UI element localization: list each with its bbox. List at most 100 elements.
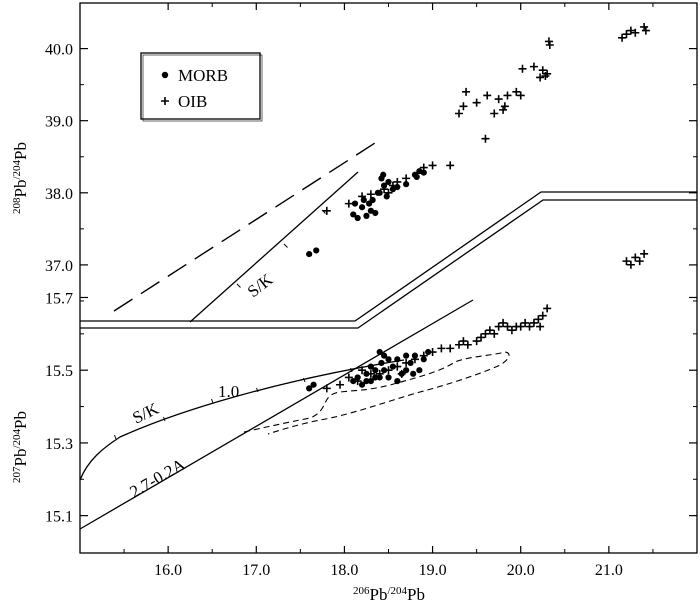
x-tick-label-3: 19.0	[419, 562, 447, 579]
upper-dashed-line	[113, 142, 376, 312]
upper-oib-point-15	[472, 98, 481, 107]
lower-morb-point-24	[403, 352, 410, 359]
x-tick-label-4: 20.0	[507, 562, 535, 579]
lower-1-0-annotation: 1.0	[218, 382, 239, 401]
upper-oib-point-26	[529, 62, 538, 71]
lower-morb-point-13	[394, 356, 401, 363]
upper-oib-point-25	[518, 64, 527, 73]
lower-oib-point-39	[631, 253, 640, 262]
lower-oib-point-30	[521, 318, 530, 327]
lower-oib-point-15	[446, 344, 455, 353]
sk-tick-4	[256, 387, 259, 393]
lower-morb-point-15	[403, 367, 410, 374]
lower-oib-point-31	[525, 322, 534, 331]
upper-oib-point-33	[618, 33, 627, 42]
upper-oib-point-17	[483, 91, 492, 100]
upper-y-axis-title: 208Pb/204Pb	[11, 142, 30, 214]
upper-oib-point-9	[419, 163, 428, 172]
lower-morb-point-18	[416, 367, 423, 374]
marks-layer: 16.0 17.0 18.0 19.0 20.0 21.0 37.0 38.0 39.0 40.0…	[45, 3, 697, 579]
upper-morb-point-3	[354, 214, 361, 222]
upper-morb-point-7	[372, 209, 379, 217]
lower-oib-point-8	[393, 362, 402, 371]
upper-y-tick-label-3: 40.0	[45, 42, 73, 59]
lower-oib-point-21	[481, 329, 490, 338]
upper-oib-point-2	[358, 192, 367, 201]
x-tick-label-2: 18.0	[330, 562, 358, 579]
upper-sk-evolution-line	[189, 171, 359, 323]
upper-sk-tick-1	[236, 283, 241, 288]
lower-oib-point-5	[366, 369, 375, 378]
lower-oib-point-33	[534, 315, 543, 324]
lower-morb-point-22	[380, 352, 388, 359]
x-tick-label-5: 21.0	[595, 562, 623, 579]
upper-morb-point-8	[351, 200, 359, 207]
lower-morb-point-1	[310, 381, 317, 388]
lower-y-tick-label-1: 15.3	[45, 436, 73, 453]
upper-oib-point-5	[388, 181, 397, 190]
lower-oib-point-19	[472, 337, 481, 346]
lower-oib-point-32	[529, 318, 538, 327]
upper-oib-point-27	[536, 73, 545, 82]
legend-box-shadow	[142, 54, 263, 122]
geochron-line-2-7-0-2a	[79, 299, 474, 530]
geochron-annotation: 2.7-0.2A	[127, 454, 189, 501]
lower-morb-point-12	[389, 363, 397, 370]
lower-oib-point-22	[485, 326, 494, 335]
upper-oib-point-8	[384, 188, 393, 197]
lower-oib-point-20	[477, 333, 486, 342]
legend-oib-marker	[161, 97, 169, 105]
lower-oib-point-0	[322, 384, 331, 393]
lower-oib-point-12	[419, 351, 428, 360]
upper-oib-point-7	[402, 174, 411, 183]
lower-morb-point-6	[367, 378, 374, 385]
upper-morb-point-18	[403, 181, 410, 188]
lower-oib-point-2	[344, 373, 353, 382]
lower-morb-point-26	[367, 363, 374, 370]
lower-morb-point-2	[350, 378, 357, 385]
sk-tick-1	[114, 434, 117, 440]
lower-oib-point-17	[459, 337, 468, 346]
legend-box	[140, 52, 261, 120]
legend-morb-marker	[161, 71, 169, 79]
upper-oib-point-13	[459, 102, 468, 111]
upper-y-tick-label-2: 39.0	[45, 114, 73, 131]
upper-oib-point-30	[543, 69, 552, 78]
panel-divider	[80, 191, 697, 329]
lower-y-tick-label-0: 15.1	[45, 509, 73, 526]
lower-oib-point-9	[397, 369, 406, 378]
x-tick-label-1: 17.0	[242, 562, 270, 579]
lower-morb-point-7	[372, 367, 379, 374]
lower-y-tick-label-2: 15.5	[45, 363, 73, 380]
lower-sk-annotation: S/K	[129, 399, 162, 428]
lower-oib-point-6	[375, 369, 384, 378]
lower-morb-point-0	[306, 385, 313, 392]
x-axis-title: 206Pb/204Pb	[353, 585, 425, 604]
x-tick-label-0: 16.0	[154, 562, 182, 579]
lower-morb-point-25	[410, 370, 417, 377]
sk-growth-curve	[79, 359, 405, 481]
upper-morb-point-24	[369, 196, 376, 204]
sk-tick-6	[350, 367, 353, 373]
upper-morb-point-5	[363, 212, 370, 219]
upper-morb-point-0	[306, 250, 313, 258]
lower-y-axis-title: 207Pb/204Pb	[11, 411, 30, 483]
sk-tick-2	[163, 416, 166, 422]
upper-oib-point-0	[322, 206, 331, 215]
upper-oib-point-34	[622, 30, 631, 39]
lower-y-tick-label-3: 15.7	[45, 290, 73, 307]
lower-oib-point-7	[384, 366, 393, 375]
legend-oib-label: OIB	[178, 92, 207, 111]
upper-y-tick-label-0: 37.0	[45, 258, 73, 275]
upper-y-tick-label-1: 38.0	[45, 186, 73, 203]
lower-morb-point-28	[372, 374, 379, 381]
lower-oib-point-13	[428, 348, 437, 357]
lower-oib-point-14	[437, 344, 446, 353]
upper-sk-tick-2	[283, 243, 288, 248]
lower-oib-point-38	[626, 260, 635, 269]
lower-morb-point-11	[385, 374, 392, 381]
upper-oib-point-20	[499, 105, 508, 114]
upper-oib-point-10	[428, 161, 437, 170]
upper-oib-point-14	[462, 87, 471, 96]
